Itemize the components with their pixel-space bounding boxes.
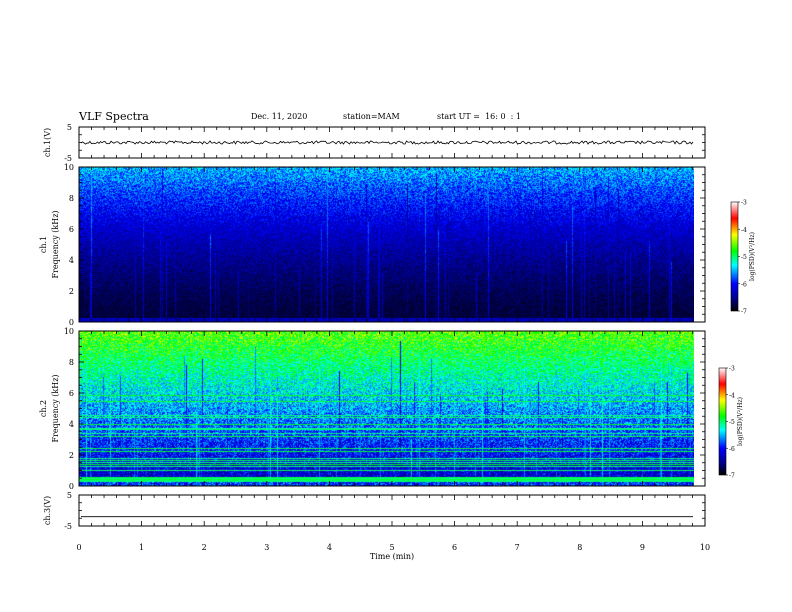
colorbar-tick-label: -6 — [741, 281, 747, 288]
y-tick-label: 4 — [69, 420, 74, 429]
colorbar: -3 -4 -5 -6 -7 log(PSD)(V²/Hz) — [730, 200, 756, 316]
colorbar-tick-label: -5 — [741, 254, 747, 261]
y-tick-label: -5 — [64, 522, 72, 531]
x-axis-title: Time (min) — [370, 552, 414, 561]
y-tick-label: 0 — [69, 482, 74, 491]
panel-2: 0 2 4 6 8 10 ch.1 Frequency (kHz) -3 -4 -5 -6 -7 log(… — [39, 163, 756, 327]
channel-label: ch.1 — [39, 236, 48, 253]
signal-trace — [80, 140, 694, 145]
y-tick-label: 4 — [69, 256, 74, 265]
x-tick-label: 7 — [515, 543, 520, 552]
x-tick-label: 10 — [700, 543, 710, 552]
y-tick-label: 10 — [64, 327, 74, 336]
start-time-label: start UT = 16: 0 : 1 — [437, 112, 522, 121]
y-tick-label: 2 — [69, 287, 74, 296]
y-tick-label: 6 — [69, 389, 74, 398]
x-tick-label: 2 — [202, 543, 207, 552]
x-tick-label: 5 — [389, 543, 394, 552]
y-tick-label: 5 — [67, 123, 72, 132]
y-axis-title: ch.3(V) — [43, 496, 52, 525]
channel-label: ch.2 — [39, 400, 48, 417]
y-tick-label: 6 — [69, 225, 74, 234]
colorbar-scale — [718, 367, 727, 476]
x-tick-label: 1 — [139, 543, 144, 552]
y-tick-label: 2 — [69, 451, 74, 460]
colorbar: -3 -4 -5 -6 -7 log(PSD)(V²/Hz) — [718, 366, 744, 480]
panel-1: 5 -5 ch.1(V) — [43, 123, 706, 163]
colorbar-tick-label: -4 — [741, 227, 747, 234]
y-tick-label: 8 — [69, 194, 74, 203]
panel-4: 5 -5 ch.3(V) 0 1 2 3 4 5 6 7 8 9 10 Time (min) — [43, 491, 710, 561]
x-tick-label: 3 — [264, 543, 269, 552]
x-tick-label: 6 — [452, 543, 457, 552]
colorbar-tick-label: -7 — [729, 473, 735, 480]
panel-3: 0 2 4 6 8 10 ch.2 Frequency (kHz) -3 -4 -5 -6 -7 log(… — [39, 327, 744, 491]
colorbar-tick-label: -7 — [741, 309, 747, 316]
y-tick-label: 10 — [64, 163, 74, 172]
spectrogram-image — [79, 167, 694, 322]
y-axis-title: Frequency (kHz) — [51, 374, 60, 442]
y-tick-label: 0 — [69, 318, 74, 327]
x-tick-label: 4 — [327, 543, 332, 552]
y-axis-title: Frequency (kHz) — [51, 210, 60, 278]
y-tick-label: -5 — [64, 154, 72, 163]
x-tick-label: 0 — [76, 543, 81, 552]
colorbar-title: log(PSD)(V²/Hz) — [749, 232, 756, 281]
colorbar-tick-label: -6 — [729, 446, 735, 453]
x-tick-label: 8 — [577, 543, 582, 552]
colorbar-tick-label: -5 — [729, 419, 735, 426]
y-tick-label: 8 — [69, 358, 74, 367]
figure-title: VLF Spectra — [79, 110, 149, 123]
station-label: station=MAM — [343, 112, 400, 121]
colorbar-tick-label: -3 — [729, 366, 735, 373]
spectrogram-image — [79, 331, 694, 486]
y-axis-title: ch.1(V) — [43, 128, 52, 157]
colorbar-tick-label: -3 — [741, 200, 747, 207]
y-tick-label: 5 — [67, 491, 72, 500]
colorbar-tick-label: -4 — [729, 392, 735, 399]
x-tick-label: 9 — [640, 543, 645, 552]
colorbar-scale — [730, 201, 739, 312]
date-label: Dec. 11, 2020 — [251, 112, 308, 121]
colorbar-title: log(PSD)(V²/Hz) — [737, 397, 744, 446]
